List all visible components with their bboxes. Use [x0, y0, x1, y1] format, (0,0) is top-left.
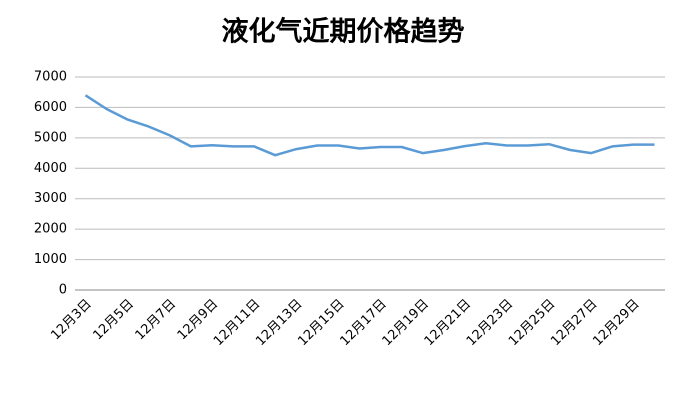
x-tick-label: 12月5日 [90, 297, 137, 344]
y-tick-label: 7000 [34, 70, 67, 85]
y-tick-label: 4000 [34, 161, 67, 176]
y-tick-label: 0 [59, 283, 67, 298]
x-tick-label: 12月3日 [48, 297, 95, 344]
y-tick-label: 3000 [34, 191, 67, 206]
x-tick-label: 12月7日 [133, 297, 180, 344]
line [84, 94, 655, 157]
y-tick-label: 6000 [34, 100, 67, 115]
y-tick-label: 1000 [34, 252, 67, 267]
x-tick-label: 12月29日 [590, 297, 642, 349]
chart-title: 液化气近期价格趋势 [222, 17, 465, 48]
y-tick-label: 5000 [34, 130, 67, 145]
y-tick-label: 2000 [34, 222, 67, 237]
